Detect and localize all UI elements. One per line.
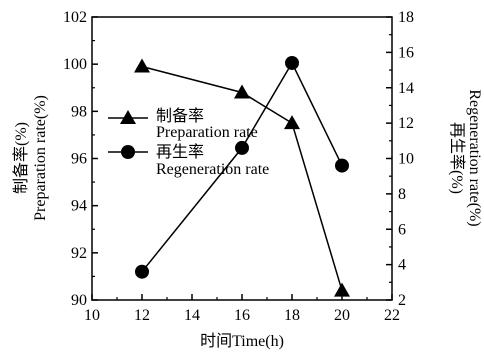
regeneration-data-point [135, 264, 149, 279]
right-y-tick-label: 16 [398, 44, 414, 61]
legend-triangle-marker-icon [120, 110, 136, 124]
left-y-axis-title-en: Preparation rate(%) [32, 95, 49, 221]
left-y-tick-label: 90 [71, 292, 87, 309]
legend-label-preparation-en: Preparation rate [156, 124, 258, 141]
x-tick-label: 18 [284, 307, 300, 324]
right-y-tick-label: 6 [398, 221, 406, 238]
preparation-data-point [134, 58, 150, 73]
right-y-axis-title-zh: 再生率(%) [448, 122, 466, 194]
right-y-axis-ticks: 2 4 6 8 10 12 14 16 18 [386, 9, 414, 309]
x-tick-label: 16 [234, 307, 250, 324]
preparation-data-point [234, 84, 250, 99]
right-y-tick-label: 4 [398, 257, 406, 274]
right-y-tick-label: 18 [398, 9, 414, 26]
right-y-tick-label: 8 [398, 186, 406, 203]
left-y-axis-title-zh: 制备率(%) [12, 122, 30, 194]
left-y-tick-label: 94 [71, 198, 87, 215]
x-axis-ticks: 10 12 14 16 18 20 22 [84, 294, 400, 324]
preparation-data-point [284, 115, 300, 130]
right-y-axis-title-en: Regeneration rate(%) [466, 89, 483, 226]
legend-circle-marker-icon [121, 145, 135, 159]
left-y-tick-label: 96 [71, 151, 87, 168]
left-y-tick-label: 92 [71, 245, 87, 262]
right-y-tick-label: 2 [398, 292, 406, 309]
plot-frame [91, 16, 393, 301]
legend: 制备率 Preparation rate 再生率 Regeneration ra… [108, 107, 269, 178]
series-line-regeneration [141, 61, 343, 273]
left-y-tick-label: 102 [63, 9, 87, 26]
x-tick-label: 22 [384, 307, 400, 324]
legend-label-regeneration-zh: 再生率 [156, 143, 204, 161]
x-tick-label: 14 [184, 307, 200, 324]
left-y-tick-label: 100 [63, 56, 87, 73]
regeneration-data-point [235, 140, 249, 155]
regeneration-data-point [335, 158, 349, 173]
regeneration-data-point [285, 55, 299, 70]
series-layer [134, 55, 350, 297]
x-tick-label: 10 [84, 307, 100, 324]
right-y-tick-label: 14 [398, 80, 414, 97]
series-line-preparation [141, 65, 343, 291]
x-tick-label: 12 [134, 307, 150, 324]
x-tick-label: 20 [334, 307, 350, 324]
left-y-tick-label: 98 [71, 103, 87, 120]
legend-label-preparation-zh: 制备率 [156, 107, 204, 125]
right-y-tick-label: 12 [398, 115, 414, 132]
right-y-tick-label: 10 [398, 151, 414, 168]
legend-label-regeneration-en: Regeneration rate [156, 161, 269, 178]
preparation-data-point [334, 282, 350, 297]
left-y-axis-ticks: 90 92 94 96 98 100 102 [63, 9, 98, 309]
x-axis-title: 时间Time(h) [200, 332, 284, 350]
